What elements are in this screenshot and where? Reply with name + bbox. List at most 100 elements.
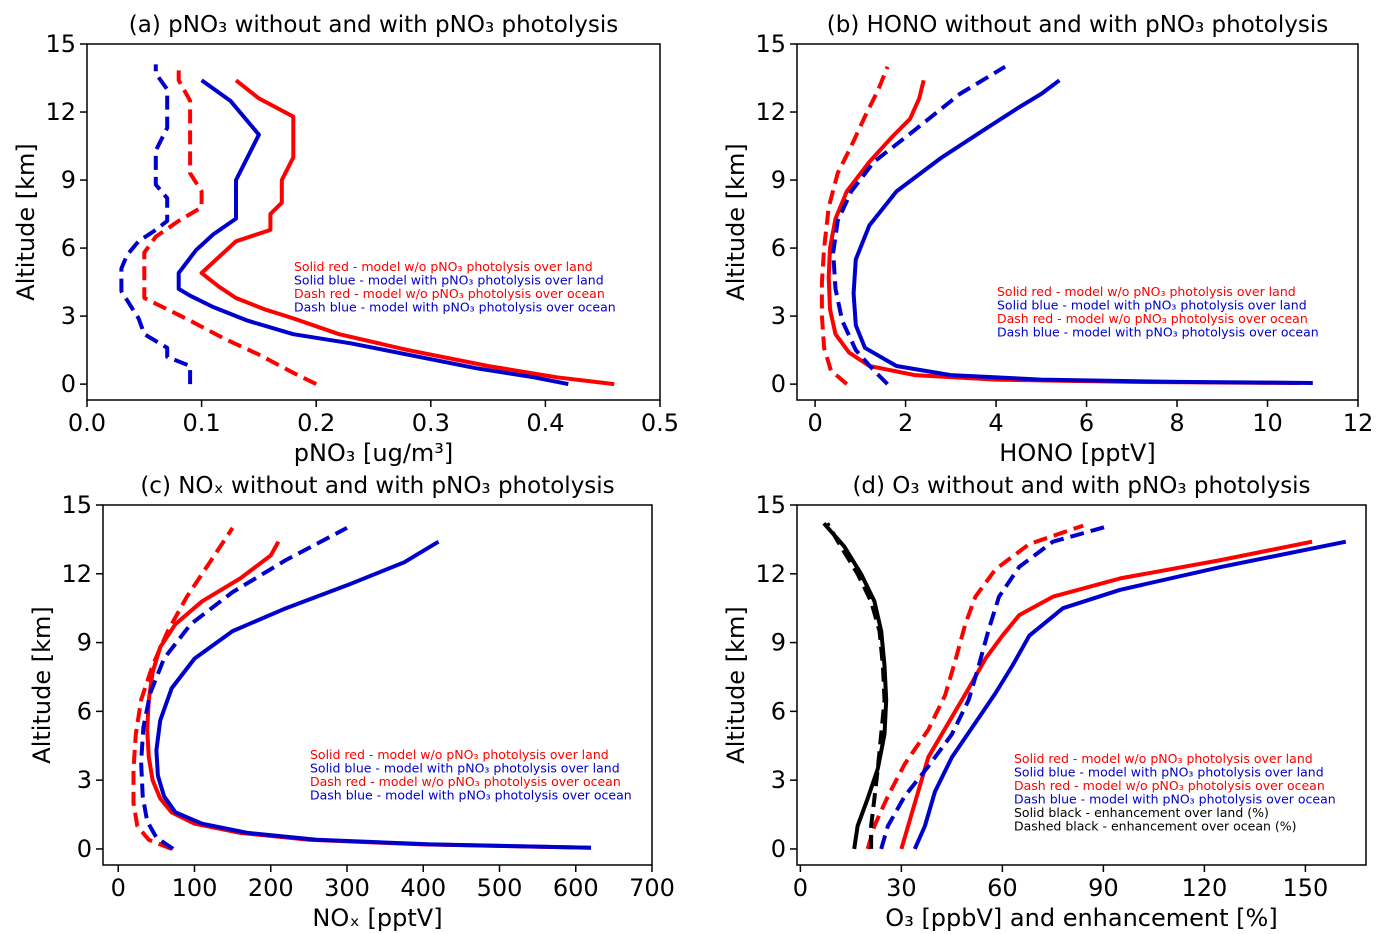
series-line [142, 66, 318, 386]
y-tick-label: 0 [771, 835, 786, 863]
x-tick-label: 4 [988, 409, 1003, 437]
y-tick-label: 15 [755, 30, 786, 58]
x-tick-label: 600 [553, 874, 599, 902]
series-line [119, 64, 193, 385]
y-axis-label: Altitude [km] [722, 606, 750, 763]
y-tick-label: 6 [61, 234, 76, 262]
y-tick-label: 12 [61, 560, 92, 588]
x-tick-label: 0 [111, 874, 126, 902]
series-line [199, 78, 615, 387]
y-tick-label: 15 [755, 491, 786, 519]
y-tick-label: 0 [771, 370, 786, 398]
y-tick-label: 12 [45, 98, 76, 126]
legend-entry: Dash red - model w/o pNO₃ photolysis ove… [997, 311, 1308, 326]
y-tick-label: 9 [771, 166, 786, 194]
y-tick-label: 9 [771, 629, 786, 657]
y-tick-label: 6 [77, 697, 92, 725]
series-line [826, 79, 1300, 385]
x-tick-label: 100 [172, 874, 218, 902]
series-line [851, 78, 1313, 385]
legend-entry: Dash red - model w/o pNO₃ photolysis ove… [1014, 778, 1325, 793]
chart-title: (a) pNO₃ without and with pNO₃ photolysi… [129, 12, 618, 38]
x-axis-label: pNO₃ [ug/m³] [294, 439, 454, 467]
y-tick-label: 0 [77, 835, 92, 863]
series-line [131, 526, 235, 851]
y-tick-label: 6 [771, 697, 786, 725]
panel-c: (c) NOₓ without and with pNO₃ photolysis… [28, 473, 675, 932]
y-tick-label: 12 [755, 560, 786, 588]
x-tick-label: 150 [1282, 874, 1328, 902]
legend-entry: Solid red - model w/o pNO₃ photolysis ov… [1014, 751, 1313, 766]
panel-d: (d) O₃ without and with pNO₃ photolysis 0… [722, 473, 1367, 932]
series-line [825, 522, 887, 849]
y-tick-label: 0 [61, 370, 76, 398]
x-tick-label: 300 [324, 874, 370, 902]
y-tick-label: 6 [771, 234, 786, 262]
x-tick-label: 0.0 [68, 409, 106, 437]
series-line [176, 78, 569, 387]
y-tick-label: 15 [45, 30, 76, 58]
x-tick-label: 60 [987, 874, 1018, 902]
legend-entry: Dash blue - model with pNO₃ photolysis o… [1014, 792, 1336, 807]
legend-entry: Solid blue - model with pNO₃ photolysis … [997, 298, 1307, 313]
legend-entry: Solid blue - model with pNO₃ photolysis … [294, 273, 604, 288]
x-tick-label: 12 [1343, 409, 1374, 437]
legend-entry: Dash blue - model with pNO₃ photolysis o… [997, 325, 1319, 340]
plot-frame [796, 43, 1359, 401]
x-tick-label: 90 [1088, 874, 1119, 902]
panel-b: (b) HONO without and with pNO₃ photolysi… [722, 12, 1373, 467]
y-tick-label: 9 [77, 629, 92, 657]
x-tick-label: 0.4 [526, 409, 564, 437]
x-tick-label: 0 [793, 874, 808, 902]
y-tick-label: 3 [771, 302, 786, 330]
x-tick-label: 200 [248, 874, 294, 902]
legend-entry: Dash blue - model with pNO₃ photolysis o… [310, 788, 632, 803]
y-tick-label: 3 [771, 766, 786, 794]
y-axis-label: Altitude [km] [12, 143, 40, 300]
y-tick-label: 3 [77, 766, 92, 794]
series-line [879, 523, 1111, 850]
series-line [865, 523, 1084, 850]
x-axis-label: HONO [pptV] [999, 439, 1155, 467]
series-line [819, 65, 890, 386]
chart-title: (c) NOₓ without and with pNO₃ photolysis [140, 473, 614, 499]
legend-entry: Solid blue - model with pNO₃ photolysis … [310, 761, 620, 776]
legend-entry: Solid black - enhancement over land (%) [1014, 805, 1269, 820]
x-tick-label: 6 [1079, 409, 1094, 437]
y-axis-label: Altitude [km] [722, 143, 750, 300]
x-tick-label: 0.1 [183, 409, 221, 437]
y-tick-label: 9 [61, 166, 76, 194]
x-tick-label: 120 [1181, 874, 1227, 902]
plot-frame [102, 504, 653, 866]
x-axis-label: NOₓ [pptV] [312, 904, 442, 932]
chart-title: (d) O₃ without and with pNO₃ photolysis [852, 473, 1310, 499]
y-axis-label: Altitude [km] [28, 606, 56, 763]
x-tick-label: 10 [1252, 409, 1283, 437]
chart-title: (b) HONO without and with pNO₃ photolysi… [827, 12, 1328, 38]
legend-entry: Dashed black - enhancement over ocean (%… [1014, 819, 1297, 834]
legend-entry: Solid blue - model with pNO₃ photolysis … [1014, 765, 1324, 780]
panel-a: (a) pNO₃ without and with pNO₃ photolysi… [12, 12, 679, 467]
legend-entry: Solid red - model w/o pNO₃ photolysis ov… [310, 747, 609, 762]
plot-frame [796, 504, 1367, 866]
x-axis-label: O₃ [ppbV] and enhancement [%] [885, 904, 1277, 932]
series-line [154, 539, 592, 850]
legend-entry: Solid red - model w/o pNO₃ photolysis ov… [294, 259, 593, 274]
x-tick-label: 500 [477, 874, 523, 902]
legend-entry: Solid red - model w/o pNO₃ photolysis ov… [997, 284, 1296, 299]
x-tick-label: 700 [629, 874, 675, 902]
y-tick-label: 12 [755, 98, 786, 126]
x-tick-label: 30 [886, 874, 917, 902]
series-line [822, 521, 889, 850]
x-tick-label: 0.3 [412, 409, 450, 437]
legend-entry: Dash red - model w/o pNO₃ photolysis ove… [294, 286, 605, 301]
x-tick-label: 0 [807, 409, 822, 437]
x-tick-label: 0.2 [297, 409, 335, 437]
y-tick-label: 3 [61, 302, 76, 330]
plot-frame [86, 43, 661, 401]
series-line [912, 539, 1347, 850]
legend-entry: Dash blue - model with pNO₃ photolysis o… [294, 300, 616, 315]
x-tick-label: 0.5 [641, 409, 679, 437]
x-tick-label: 400 [400, 874, 446, 902]
